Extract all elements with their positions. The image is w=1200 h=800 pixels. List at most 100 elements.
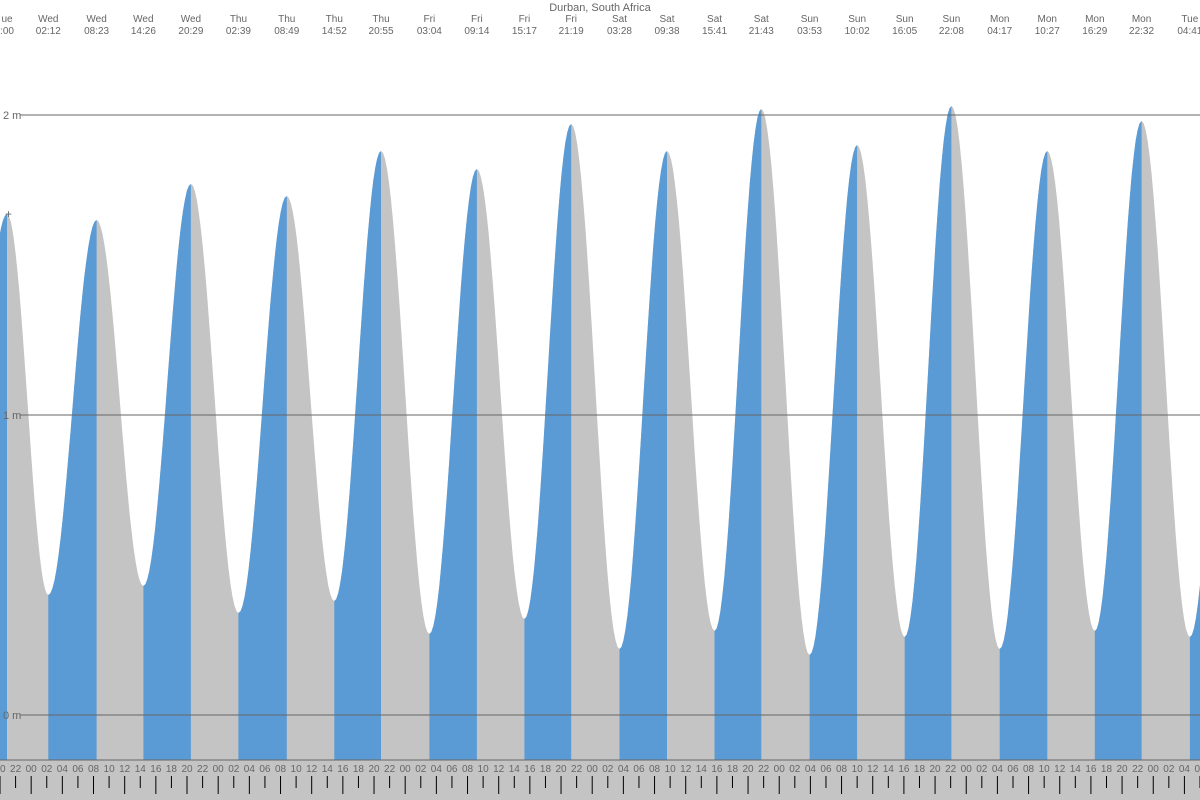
tide-area-rising <box>905 106 952 760</box>
tide-area-rising <box>1190 145 1200 760</box>
x-tick-label: 16 <box>524 764 536 775</box>
top-label-day: Sat <box>754 14 769 25</box>
top-label-time: 15:17 <box>512 26 537 37</box>
x-tick-label: 04 <box>1179 764 1191 775</box>
tide-area-rising <box>429 169 477 760</box>
x-tick-label: 06 <box>633 764 645 775</box>
tide-area-rising <box>1095 121 1142 760</box>
x-tick-label: 16 <box>898 764 910 775</box>
top-label-day: Mon <box>1038 14 1057 25</box>
x-tick-label: 06 <box>259 764 271 775</box>
x-tick-label: 12 <box>1054 764 1066 775</box>
x-tick-label: 06 <box>820 764 832 775</box>
x-tick-label: 06 <box>1194 764 1200 775</box>
top-label-day: Sat <box>660 14 675 25</box>
top-label-day: Wed <box>133 14 153 25</box>
top-label-time: 22:08 <box>939 26 964 37</box>
top-label-day: Wed <box>181 14 201 25</box>
x-tick-label: 18 <box>1101 764 1113 775</box>
top-label-time: 08:49 <box>274 26 299 37</box>
tide-area-rising <box>524 124 571 760</box>
x-tick-label: 04 <box>805 764 817 775</box>
x-tick-label: 04 <box>618 764 630 775</box>
x-tick-label: 08 <box>836 764 848 775</box>
top-label-day: Sun <box>801 14 819 25</box>
x-tick-label: 06 <box>446 764 458 775</box>
top-label-day: Mon <box>990 14 1009 25</box>
x-tick-label: 18 <box>353 764 365 775</box>
top-label-time: 15:41 <box>702 26 727 37</box>
top-label-time: 16:05 <box>892 26 917 37</box>
x-tick-label: 16 <box>337 764 349 775</box>
top-label-time: 03:04 <box>417 26 442 37</box>
x-tick-label: 12 <box>867 764 879 775</box>
x-tick-label: 22 <box>10 764 22 775</box>
x-tick-label: 10 <box>291 764 303 775</box>
tide-area-rising <box>0 214 7 760</box>
top-label-day: Sat <box>612 14 627 25</box>
x-tick-label: 14 <box>883 764 895 775</box>
top-time-labels: ue:00Wed02:12Wed08:23Wed14:26Wed20:29Thu… <box>0 14 1200 37</box>
top-label-time: 04:17 <box>987 26 1012 37</box>
x-tick-label: 18 <box>166 764 178 775</box>
x-tick-label: 12 <box>306 764 318 775</box>
x-tick-label: 12 <box>119 764 131 775</box>
x-tick-label: 00 <box>961 764 973 775</box>
x-tick-label: 08 <box>649 764 661 775</box>
x-tick-label: 20 <box>368 764 380 775</box>
y-axis-label: 2 m <box>3 110 21 122</box>
top-label-day: Sun <box>848 14 866 25</box>
x-tick-label: 00 <box>774 764 786 775</box>
x-tick-label: 16 <box>711 764 723 775</box>
x-tick-label: 20 <box>0 764 6 775</box>
top-label-day: Fri <box>424 14 436 25</box>
x-tick-label: 20 <box>742 764 754 775</box>
x-tick-label: 04 <box>244 764 256 775</box>
x-tick-label: 14 <box>696 764 708 775</box>
top-label-day: Sat <box>707 14 722 25</box>
x-tick-label: 04 <box>431 764 443 775</box>
x-tick-label: 00 <box>400 764 412 775</box>
top-label-time: 09:14 <box>464 26 489 37</box>
top-label-day: Thu <box>326 14 343 25</box>
tide-area-rising <box>238 196 286 760</box>
top-label-day: ue <box>1 14 13 25</box>
x-tick-label: 08 <box>1023 764 1035 775</box>
top-label-day: Thu <box>278 14 295 25</box>
x-tick-label: 22 <box>1132 764 1144 775</box>
top-label-day: Fri <box>565 14 577 25</box>
tide-area-rising <box>143 184 191 760</box>
x-tick-label: 00 <box>213 764 225 775</box>
x-tick-label: 20 <box>930 764 942 775</box>
tide-area-rising <box>48 220 96 760</box>
top-label-day: Wed <box>86 14 106 25</box>
x-tick-label: 02 <box>1163 764 1175 775</box>
top-label-day: Mon <box>1085 14 1104 25</box>
y-axis-label: 0 m <box>3 710 21 722</box>
x-tick-label: 02 <box>415 764 427 775</box>
top-label-time: 14:52 <box>322 26 347 37</box>
top-label-time: 10:02 <box>845 26 870 37</box>
x-tick-label: 08 <box>462 764 474 775</box>
x-tick-label: 12 <box>680 764 692 775</box>
x-tick-label: 14 <box>322 764 334 775</box>
x-tick-label: 10 <box>852 764 864 775</box>
top-label-time: 08:23 <box>84 26 109 37</box>
top-label-time: 02:39 <box>226 26 251 37</box>
x-tick-label: 04 <box>992 764 1004 775</box>
top-label-time: 04:41 <box>1177 26 1200 37</box>
x-tick-label: 16 <box>1085 764 1097 775</box>
top-label-time: 21:19 <box>559 26 584 37</box>
x-tick-label: 02 <box>41 764 53 775</box>
x-tick-label: 22 <box>384 764 396 775</box>
top-label-time: 16:29 <box>1082 26 1107 37</box>
top-label-day: Mon <box>1132 14 1151 25</box>
x-tick-label: 00 <box>1148 764 1160 775</box>
y-axis-label: 1 m <box>3 410 21 422</box>
x-tick-label: 00 <box>26 764 38 775</box>
top-label-day: Wed <box>38 14 58 25</box>
tide-chart: 0 m1 m2 m+ue:00Wed02:12Wed08:23Wed14:26W… <box>0 0 1200 800</box>
x-tick-label: 10 <box>104 764 116 775</box>
x-tick-label: 10 <box>665 764 677 775</box>
x-tick-label: 08 <box>275 764 287 775</box>
